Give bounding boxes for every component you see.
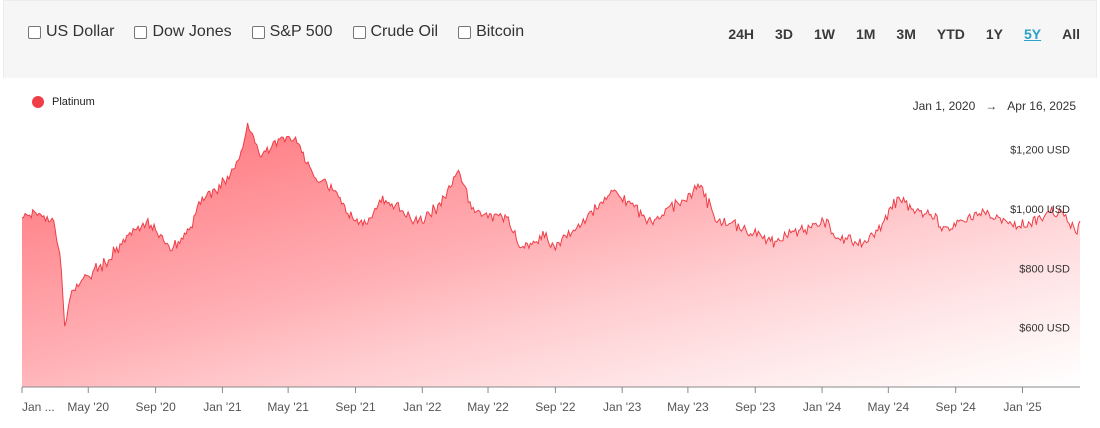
range-button-24h[interactable]: 24H <box>728 26 755 42</box>
range-button-5y[interactable]: 5Y <box>1023 26 1042 42</box>
time-range-selector: 24H 3D 1W 1M 3M YTD 1Y 5Y All <box>707 26 1080 42</box>
x-tick-label: Sep '20 <box>135 400 176 414</box>
compare-item-s-p-500[interactable]: S&P 500 <box>251 23 333 41</box>
x-tick-label: Jan '21 <box>203 400 242 414</box>
x-tick-label: Sep '24 <box>936 400 977 414</box>
compare-label: Dow Jones <box>152 23 232 40</box>
range-button-1y[interactable]: 1Y <box>985 26 1003 42</box>
x-tick-label: May '20 <box>67 400 109 414</box>
compare-checkbox[interactable] <box>28 25 41 39</box>
compare-checkbox[interactable] <box>134 25 148 39</box>
range-button-1w[interactable]: 1W <box>813 26 835 42</box>
date-range-start: Jan 1, 2020 <box>912 99 976 113</box>
compare-label: S&P 500 <box>269 23 333 40</box>
x-tick-label: Jan '22 <box>403 400 442 414</box>
x-tick-label: Sep '23 <box>735 400 776 414</box>
x-tick-label: May '21 <box>267 400 309 414</box>
compare-item-crude-oil[interactable]: Crude Oil <box>352 23 439 41</box>
compare-item-us-dollar[interactable]: US Dollar <box>28 23 114 41</box>
date-range: Jan 1, 2020 → Apr 16, 2025 <box>913 99 1076 113</box>
compare-item-bitcoin[interactable]: Bitcoin <box>458 23 524 41</box>
range-button-3d[interactable]: 3D <box>775 26 793 42</box>
legend-dot-icon <box>32 96 44 108</box>
arrow-right-icon: → <box>985 99 998 113</box>
legend-label: Platinum <box>52 96 95 108</box>
range-button-all[interactable]: All <box>1062 26 1080 42</box>
compare-item-dow-jones[interactable]: Dow Jones <box>134 23 232 41</box>
y-tick-label: $1,200 USD <box>1010 145 1070 157</box>
chart-legend: Platinum <box>32 96 95 108</box>
y-tick-label: $1,000 USD <box>1010 204 1070 216</box>
x-tick-label: Jan ... <box>22 400 55 414</box>
compare-list: US Dollar Dow Jones S&P 500 Crude Oil Bitcoi… <box>28 23 544 41</box>
x-tick-label: Sep '22 <box>535 400 576 414</box>
compare-label: Crude Oil <box>370 23 439 40</box>
range-button-ytd[interactable]: YTD <box>936 26 965 42</box>
compare-checkbox[interactable] <box>458 25 472 39</box>
toolbar: US Dollar Dow Jones S&P 500 Crude Oil Bitcoi… <box>3 0 1097 78</box>
y-tick-label: $800 USD <box>1019 263 1070 275</box>
x-tick-label: Jan '23 <box>603 400 642 414</box>
compare-checkbox[interactable] <box>251 25 265 39</box>
range-button-3m[interactable]: 3M <box>896 26 916 42</box>
range-button-1m[interactable]: 1M <box>855 26 876 42</box>
compare-label: US Dollar <box>46 23 115 40</box>
date-range-end: Apr 16, 2025 <box>1007 99 1076 113</box>
compare-label: Bitcoin <box>476 23 525 40</box>
x-tick-label: May '23 <box>667 400 709 414</box>
y-tick-label: $600 USD <box>1019 323 1070 335</box>
series-area-platinum <box>22 123 1080 387</box>
x-tick-label: Sep '21 <box>335 400 376 414</box>
compare-checkbox[interactable] <box>352 25 366 39</box>
x-tick-label: Jan '24 <box>803 400 842 414</box>
x-tick-label: Jan '25 <box>1003 400 1042 414</box>
x-tick-label: May '22 <box>467 400 509 414</box>
x-tick-label: May '24 <box>868 400 910 414</box>
series-line-platinum <box>21 122 1081 327</box>
